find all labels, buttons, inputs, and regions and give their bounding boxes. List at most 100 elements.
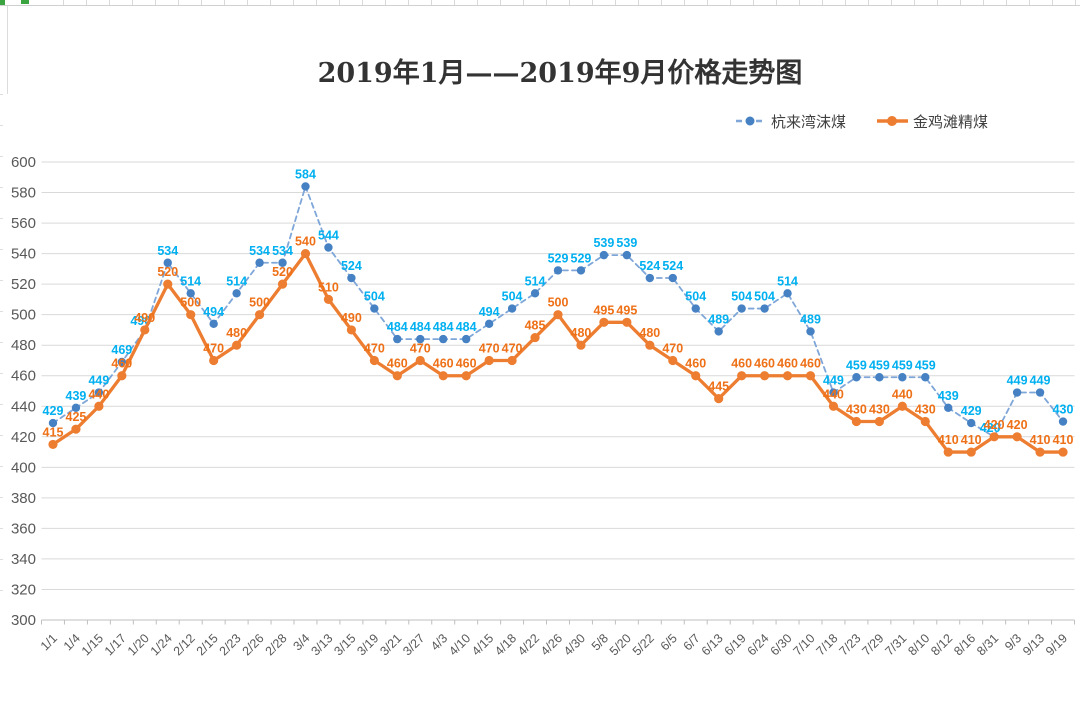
data-point-marker[interactable] [484,355,494,366]
data-point-marker[interactable] [94,401,104,411]
data-point-marker[interactable] [898,373,907,382]
data-point-marker[interactable] [943,447,953,457]
data-point-marker[interactable] [255,258,264,267]
data-point-marker[interactable] [461,334,471,344]
data-point-marker[interactable] [852,373,861,382]
data-point-marker[interactable] [966,447,976,457]
data-point-marker[interactable] [71,424,81,434]
data-point-marker[interactable] [484,319,494,329]
data-point-marker[interactable] [737,371,747,381]
data-point-marker[interactable] [851,416,862,427]
data-point-marker[interactable] [782,371,793,381]
data-point-marker[interactable] [278,258,287,267]
data-point-marker[interactable] [967,418,976,428]
data-point-marker[interactable] [530,289,540,298]
data-point-marker[interactable] [691,304,700,313]
data-point-marker[interactable] [507,304,517,313]
data-point-marker[interactable] [1012,388,1022,397]
data-point-marker[interactable] [186,310,196,320]
data-point-marker[interactable] [415,355,425,366]
y-tick-label: 480 [11,337,36,354]
data-point-marker[interactable] [277,279,288,289]
data-point-label: 524 [341,259,362,273]
data-point-marker[interactable] [439,334,448,344]
data-point-marker[interactable] [392,371,402,381]
data-point-marker[interactable] [232,289,241,298]
data-point-marker[interactable] [897,401,907,411]
data-point-marker[interactable] [209,319,218,329]
data-point-marker[interactable] [921,373,930,382]
data-point-marker[interactable] [140,325,150,335]
data-point-marker[interactable] [737,304,746,313]
data-point-marker[interactable] [254,310,265,320]
data-point-marker[interactable] [370,304,379,313]
data-point-marker[interactable] [875,373,884,382]
data-point-marker[interactable] [369,355,379,366]
data-point-marker[interactable] [1035,388,1045,397]
data-point-marker[interactable] [1035,447,1045,457]
data-point-marker[interactable] [645,340,655,350]
data-point-marker[interactable] [553,310,563,320]
data-point-marker[interactable] [828,401,839,411]
data-point-marker[interactable] [553,266,563,275]
data-point-marker[interactable] [760,304,769,313]
data-point-marker[interactable] [209,355,219,366]
data-point-marker[interactable] [416,334,425,344]
data-point-marker[interactable] [323,294,334,304]
data-point-marker[interactable] [1058,417,1068,426]
data-point-marker[interactable] [668,273,677,283]
data-point-label: 410 [1030,433,1051,447]
data-point-marker[interactable] [48,439,58,450]
data-point-marker[interactable] [668,355,678,366]
data-point-marker[interactable] [300,249,311,259]
data-point-marker[interactable] [346,325,356,335]
data-point-marker[interactable] [714,394,724,404]
data-point-marker[interactable] [760,371,770,381]
data-point-marker[interactable] [94,388,104,397]
data-point-marker[interactable] [599,250,609,260]
legend-item-series2[interactable]: 金鸡滩精煤 [877,114,988,131]
data-point-marker[interactable] [783,289,792,298]
data-point-marker[interactable] [829,388,838,397]
chart-legend[interactable]: 杭来湾沫煤 金鸡滩精煤 [736,114,988,131]
data-point-marker[interactable] [117,371,127,381]
data-point-marker[interactable] [324,243,333,252]
data-point-marker[interactable] [645,273,655,283]
data-point-marker[interactable] [944,403,953,412]
data-point-marker[interactable] [507,355,517,366]
data-point-marker[interactable] [301,182,310,191]
legend-item-series1[interactable]: 杭来湾沫煤 [736,114,846,131]
data-point-marker[interactable] [186,289,195,298]
data-point-marker[interactable] [461,371,471,381]
data-point-marker[interactable] [1058,447,1068,457]
data-point-marker[interactable] [1012,432,1022,442]
data-point-marker[interactable] [347,273,356,283]
data-point-marker[interactable] [691,371,701,381]
data-point-marker[interactable] [71,403,81,412]
data-point-label: 490 [341,311,362,325]
data-point-label: 440 [88,387,109,401]
data-point-marker[interactable] [576,266,586,275]
data-point-marker[interactable] [438,371,448,381]
data-point-marker[interactable] [599,317,609,327]
data-point-marker[interactable] [920,416,930,427]
data-point-marker[interactable] [48,418,58,428]
data-point-marker[interactable] [714,327,723,336]
data-point-marker[interactable] [163,279,173,289]
data-point-marker[interactable] [576,340,586,350]
data-point-marker[interactable] [806,327,815,336]
data-point-marker[interactable] [622,250,632,260]
data-point-marker[interactable] [232,340,242,350]
data-point-marker[interactable] [622,317,632,327]
series-金鸡滩精煤[interactable]: 4154254404604905205004704805005205405104… [43,235,1074,457]
data-point-marker[interactable] [530,332,540,343]
data-point-marker[interactable] [163,258,172,267]
data-point-marker[interactable] [989,432,999,442]
data-point-marker[interactable] [117,357,127,367]
data-point-marker[interactable] [393,334,402,344]
data-point-marker[interactable] [874,416,884,427]
data-point-marker[interactable] [805,371,816,381]
